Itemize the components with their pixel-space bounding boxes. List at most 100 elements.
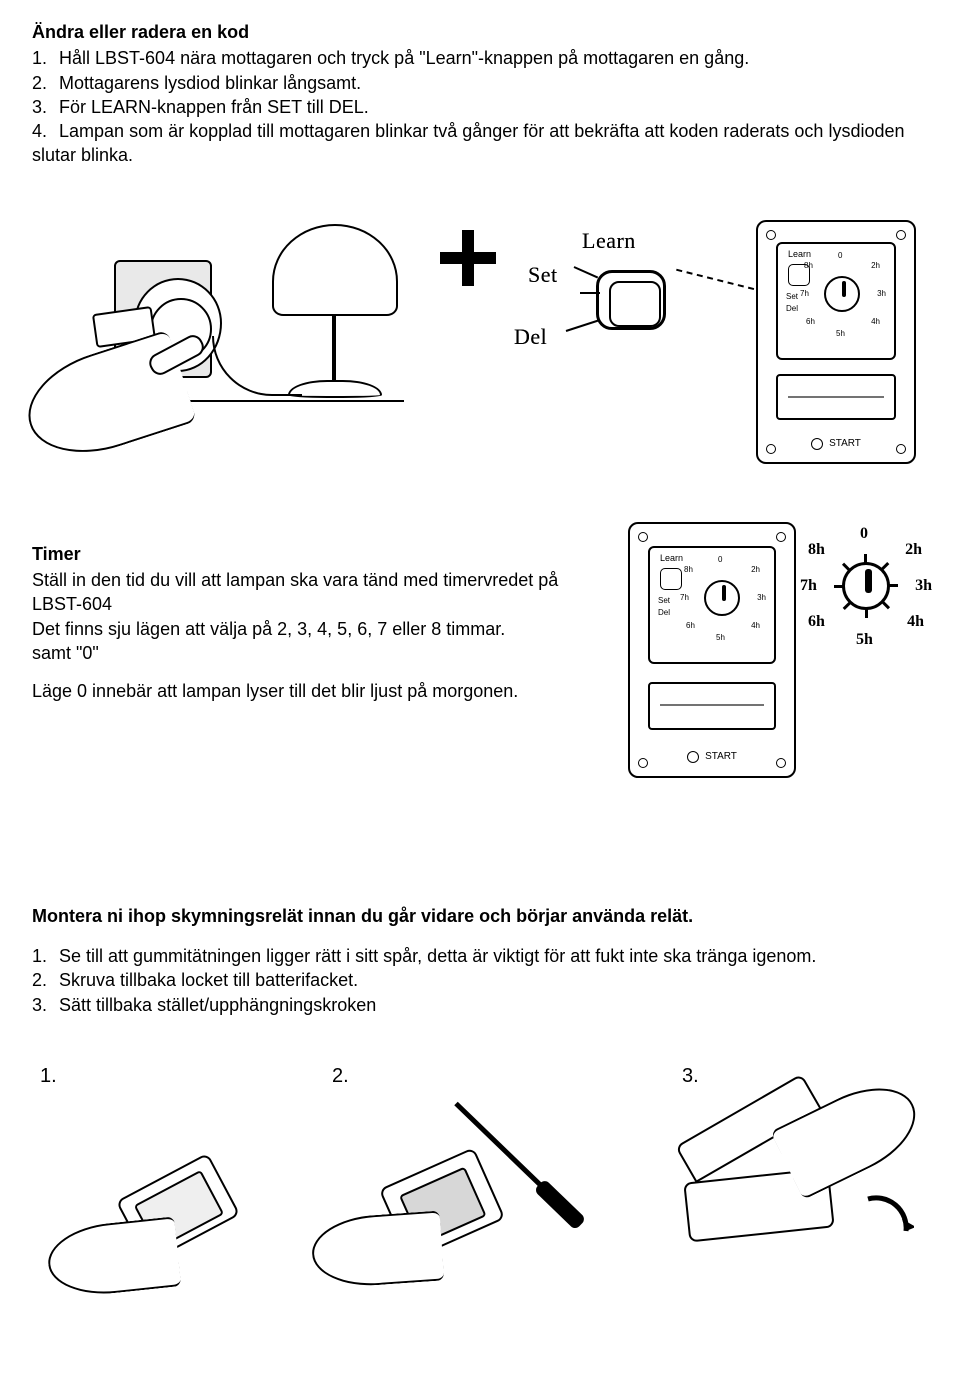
dial-label: 8h bbox=[804, 262, 813, 270]
bigdial-label: 7h bbox=[800, 578, 817, 594]
start-row: START bbox=[630, 747, 794, 767]
timer-diagram: Learn Set Del 0 2h 3h 4h 5h 6h 7h 8h STA… bbox=[628, 522, 928, 828]
lead-line bbox=[566, 319, 599, 331]
dial-label: 7h bbox=[680, 594, 689, 602]
bigdial-label: 2h bbox=[905, 542, 922, 558]
section1-step-1: 1. Håll LBST-604 nära mottagaren och try… bbox=[32, 46, 928, 70]
dial-label: 2h bbox=[871, 262, 880, 270]
section3-step-2: 2. Skruva tillbaka locket till batterifa… bbox=[32, 968, 928, 992]
bigdial-label: 8h bbox=[808, 542, 825, 558]
dial-label: 6h bbox=[686, 622, 695, 630]
screw-icon bbox=[638, 532, 648, 542]
figure-2-screw-lid bbox=[352, 1107, 612, 1303]
figure-number-1: 1. bbox=[40, 1063, 57, 1090]
bigdial-label: 3h bbox=[915, 578, 932, 594]
dial-label: 6h bbox=[806, 318, 815, 326]
learn-callout: Learn Set Del bbox=[506, 230, 686, 360]
start-button-icon bbox=[687, 751, 699, 763]
screw-icon bbox=[896, 230, 906, 240]
dial-knob-icon bbox=[704, 580, 740, 616]
learn-button-icon bbox=[596, 270, 666, 330]
curved-arrow-icon bbox=[862, 1193, 914, 1245]
screw-icon bbox=[766, 230, 776, 240]
receiver-rear-view: Learn Set Del 0 2h 3h 4h 5h 6h 7h 8h STA… bbox=[628, 522, 796, 778]
plus-icon bbox=[440, 230, 496, 286]
bigdial-label: 5h bbox=[856, 632, 873, 648]
lead-line bbox=[574, 266, 599, 278]
dial-label: 5h bbox=[836, 330, 845, 338]
figure-number-3: 3. bbox=[682, 1063, 699, 1090]
dial-label: 2h bbox=[751, 566, 760, 574]
section1-step-4: 4. Lampan som är kopplad till mottagaren… bbox=[32, 119, 928, 168]
num-1: 1. bbox=[32, 944, 54, 968]
receiver-rear-view: Learn Set Del 0 2h 3h 4h 5h 6h 7h 8h STA… bbox=[756, 220, 916, 464]
panel-set-label: Set bbox=[658, 596, 670, 607]
dial-label: 0 bbox=[838, 252, 842, 260]
dial-label: 4h bbox=[871, 318, 880, 326]
dial-label: 3h bbox=[757, 594, 766, 602]
section1-step-2-text: Mottagarens lysdiod blinkar långsamt. bbox=[59, 73, 361, 93]
section3-step-1-text: Se till att gummitätningen ligger rätt i… bbox=[59, 946, 816, 966]
screw-icon bbox=[776, 532, 786, 542]
lamp-base bbox=[288, 380, 382, 398]
figure-number-2: 2. bbox=[332, 1063, 349, 1090]
bigdial-label: 0 bbox=[860, 526, 868, 542]
num-3: 3. bbox=[32, 95, 54, 119]
num-2: 2. bbox=[32, 71, 54, 95]
dial-label: 4h bbox=[751, 622, 760, 630]
num-1: 1. bbox=[32, 46, 54, 70]
dial-label: 5h bbox=[716, 634, 725, 642]
num-3: 3. bbox=[32, 993, 54, 1017]
section1-step-1-text: Håll LBST-604 nära mottagaren och tryck … bbox=[59, 48, 749, 68]
hand-icon bbox=[310, 1211, 445, 1290]
battery-bay bbox=[776, 374, 896, 420]
hand-icon bbox=[15, 329, 197, 470]
dial-label: 8h bbox=[684, 566, 693, 574]
lamp-pole bbox=[332, 316, 336, 390]
dial-label: 3h bbox=[877, 290, 886, 298]
timer-dial-small: 0 2h 3h 4h 5h 6h 7h 8h bbox=[680, 556, 766, 642]
control-panel: Learn Set Del 0 2h 3h 4h 5h 6h 7h 8h bbox=[776, 242, 896, 360]
section1-step-4-text: Lampan som är kopplad till mottagaren bl… bbox=[32, 121, 905, 165]
callout-learn: Learn bbox=[582, 226, 636, 256]
dial-knob-icon bbox=[824, 276, 860, 312]
section1-step-2: 2. Mottagarens lysdiod blinkar långsamt. bbox=[32, 71, 928, 95]
section3-title: Montera ni ihop skymningsrelät innan du … bbox=[32, 904, 928, 928]
section3-step-3-text: Sätt tillbaka stället/upphängningskroken bbox=[59, 995, 376, 1015]
num-4: 4. bbox=[32, 119, 54, 143]
callout-set: Set bbox=[528, 260, 558, 290]
lead-line bbox=[580, 292, 600, 294]
timer-dial-small: 0 2h 3h 4h 5h 6h 7h 8h bbox=[800, 252, 886, 338]
section3-step-3: 3. Sätt tillbaka stället/upphängningskro… bbox=[32, 993, 928, 1017]
section3-step-2-text: Skruva tillbaka locket till batterifacke… bbox=[59, 970, 358, 990]
timer-dial-large: 0 2h 3h 4h 5h 6h 7h 8h bbox=[806, 526, 926, 646]
figure-3-attach-stand bbox=[642, 1103, 922, 1303]
start-label: START bbox=[829, 437, 861, 451]
bigdial-label: 6h bbox=[808, 614, 825, 630]
start-label: START bbox=[705, 750, 737, 764]
hand-icon bbox=[45, 1216, 182, 1299]
section1-step-3-text: För LEARN-knappen från SET till DEL. bbox=[59, 97, 369, 117]
panel-del-label: Del bbox=[658, 608, 670, 619]
bigdial-label: 4h bbox=[907, 614, 924, 630]
dial-knob-icon bbox=[842, 562, 890, 610]
panel-set-label: Set bbox=[786, 292, 798, 303]
figure-1-gasket bbox=[78, 1133, 298, 1303]
lamp-shade bbox=[272, 224, 398, 316]
lamp-cord bbox=[212, 336, 302, 396]
panel-learn-button-icon bbox=[660, 568, 682, 590]
control-panel: Learn Set Del 0 2h 3h 4h 5h 6h 7h 8h bbox=[648, 546, 776, 664]
diagram-learn-set-del: Learn Set Del Learn Set Del 0 2h 3h 4h 5… bbox=[36, 224, 916, 484]
battery-bay bbox=[648, 682, 776, 730]
section3-step-1: 1. Se till att gummitätningen ligger rät… bbox=[32, 944, 928, 968]
num-2: 2. bbox=[32, 968, 54, 992]
section1-title: Ändra eller radera en kod bbox=[32, 20, 928, 44]
panel-del-label: Del bbox=[786, 304, 798, 315]
start-button-icon bbox=[811, 438, 823, 450]
dial-label: 0 bbox=[718, 556, 722, 564]
assembly-figures: 1. 2. 3. bbox=[32, 1063, 932, 1303]
start-row: START bbox=[758, 434, 914, 454]
dial-label: 7h bbox=[800, 290, 809, 298]
callout-del: Del bbox=[514, 322, 547, 352]
section1-step-3: 3. För LEARN-knappen från SET till DEL. bbox=[32, 95, 928, 119]
